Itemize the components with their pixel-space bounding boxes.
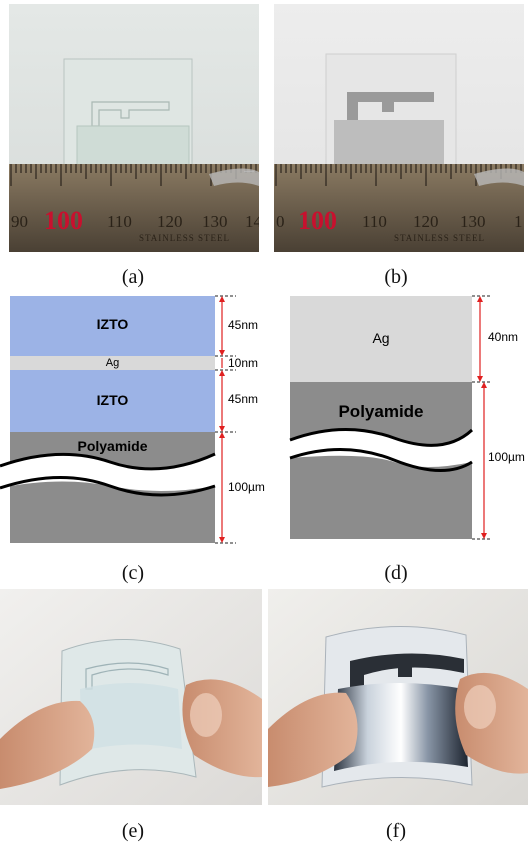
ruler-label-110: 110: [107, 212, 132, 231]
ruler-label-110: 110: [362, 212, 387, 231]
dim-label-100um: 100µm: [228, 480, 265, 494]
ruler-brand-text: STAINLESS STEEL: [139, 233, 231, 243]
dim-label-40nm: 40nm: [488, 330, 519, 344]
layer-label-ag: Ag: [105, 357, 120, 369]
layer-label-polyamide: Polyamide: [338, 402, 424, 421]
caption-c: (c): [121, 562, 145, 584]
dim-label-45nm-top: 45nm: [228, 318, 259, 332]
ruler-label-130: 130: [202, 212, 228, 231]
caption-d: (d): [384, 562, 408, 584]
ruler-label-90: 90: [11, 212, 28, 231]
layer-label-izto-bottom: IZTO: [96, 392, 129, 408]
photo-e: [0, 589, 262, 805]
layer-ag: [290, 296, 472, 382]
photo-f: [268, 589, 528, 805]
caption-b: (b): [384, 266, 408, 288]
ruler-label-14: 14: [245, 212, 259, 231]
ruler-label-130: 130: [460, 212, 486, 231]
ruler-label-120: 120: [413, 212, 439, 231]
layer-label-izto-top: IZTO: [96, 316, 129, 332]
dim-label-100um: 100µm: [488, 450, 525, 464]
diagram-c: IZTO Ag IZTO Polyamide 45nm 10nm 45nm 10…: [0, 290, 265, 548]
caption-a: (a): [121, 266, 145, 288]
ruler-ticks: [275, 164, 522, 186]
layer-izto-top: [10, 296, 215, 356]
caption-f: (f): [386, 820, 406, 842]
photo-b: 0 100 110 120 130 1 STAINLESS STEEL: [274, 4, 524, 252]
layer-ag: [10, 356, 215, 370]
caption-e: (e): [121, 820, 145, 842]
ruler-label-0: 0: [276, 212, 285, 231]
dim-label-45nm-bottom: 45nm: [228, 392, 259, 406]
ruler-label-120: 120: [157, 212, 183, 231]
layer-label-ag: Ag: [372, 330, 390, 346]
ruler-label-100: 100: [44, 206, 83, 235]
layer-label-polyamide: Polyamide: [77, 438, 148, 454]
layer-izto-bottom: [10, 370, 215, 432]
photo-a: — 90 100 110 120 130 14 STAINLESS STEEL: [9, 4, 259, 252]
ruler-label-100: 100: [298, 206, 337, 235]
ruler-brand-text: STAINLESS STEEL: [394, 233, 486, 243]
diagram-d: Ag Polyamide 40nm 100µm: [264, 290, 528, 548]
ruler-label-1: 1: [514, 212, 523, 231]
dim-label-10nm: 10nm: [228, 356, 259, 370]
